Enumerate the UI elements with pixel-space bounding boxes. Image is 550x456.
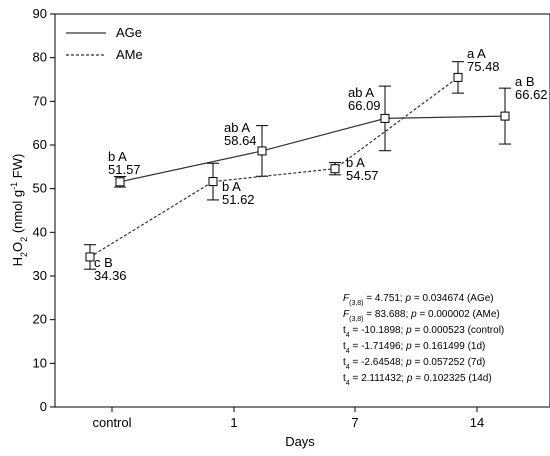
stat-line: t4 = -10.1898; p = 0.000523 (control) (343, 325, 504, 339)
stat-line: F(3,8) = 4.751; p = 0.034674 (AGe) (343, 293, 494, 307)
data-point-marker (500, 111, 510, 121)
value-label: 51.62 (222, 192, 255, 207)
significance-label: a B (515, 74, 535, 89)
value-label: 51.57 (108, 162, 141, 177)
value-label: 34.36 (94, 268, 127, 283)
value-label: 66.09 (348, 98, 381, 113)
y-tick-label: 0 (40, 399, 47, 414)
data-point-marker (453, 72, 463, 82)
y-axis-title: H2O2 (nmol g-1 FW) (9, 154, 29, 267)
data-point-marker (208, 177, 218, 187)
value-label: 66.62 (515, 87, 548, 102)
legend-label: AGe (116, 25, 142, 40)
x-tick-label: 1 (230, 415, 237, 430)
stat-line: F(3,8) = 83.688; p = 0.000002 (AMe) (343, 309, 500, 323)
y-tick-label: 60 (33, 137, 47, 152)
data-point-marker (85, 252, 95, 262)
x-tick-label: 14 (470, 415, 484, 430)
y-tick-label: 90 (33, 6, 47, 21)
significance-label: b A (222, 179, 241, 194)
series-ame: c B34.36b A51.62b A54.57a A75.48 (84, 46, 500, 283)
stat-line: t4 = 2.111432; p = 0.102325 (14d) (343, 373, 492, 387)
significance-label: a A (467, 46, 486, 61)
y-tick-label: 70 (33, 93, 47, 108)
value-label: 58.64 (224, 133, 257, 148)
y-tick-label: 20 (33, 312, 47, 327)
value-label: 75.48 (467, 59, 500, 74)
y-tick-label: 30 (33, 268, 47, 283)
stat-line: t4 = -1.71496; p = 0.161499 (1d) (343, 341, 485, 355)
legend-label: AMe (116, 47, 143, 62)
x-tick-label: 7 (351, 415, 358, 430)
y-tick-label: 80 (33, 50, 47, 65)
y-axis-ticks: 0 10 20 30 40 50 60 70 80 90 (33, 6, 55, 414)
significance-label: ab A (348, 85, 374, 100)
x-tick-label: control (92, 415, 131, 430)
data-point-marker (257, 146, 267, 156)
x-axis-ticks: control 1 7 14 (92, 407, 484, 430)
significance-label: b A (346, 155, 365, 170)
x-axis-title: Days (285, 434, 315, 449)
stat-line: t4 = -2.64548; p = 0.057252 (7d) (343, 357, 485, 371)
plot-area-frame (54, 13, 550, 408)
significance-label: b A (108, 149, 127, 164)
significance-label: c B (94, 255, 113, 270)
data-point-marker (330, 164, 340, 174)
significance-label: ab A (224, 120, 250, 135)
data-point-marker (380, 113, 390, 123)
value-label: 54.57 (346, 168, 379, 183)
statistics-annotations: F(3,8) = 4.751; p = 0.034674 (AGe) F(3,8)… (343, 293, 504, 387)
legend: AGe AMe (66, 25, 143, 62)
series-line (119, 115, 506, 183)
series-line (89, 76, 459, 258)
y-tick-label: 10 (33, 355, 47, 370)
data-point-marker (115, 177, 125, 187)
y-tick-label: 40 (33, 224, 47, 239)
y-tick-label: 50 (33, 181, 47, 196)
